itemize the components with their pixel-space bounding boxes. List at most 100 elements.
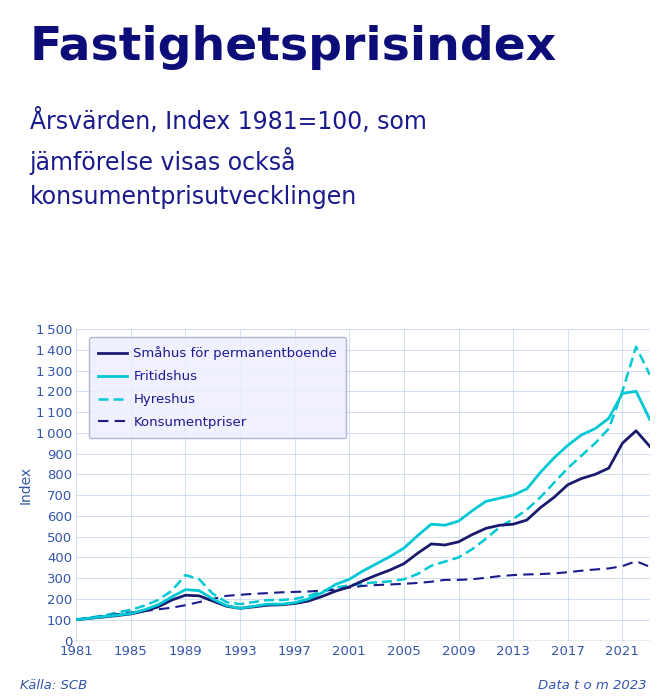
Småhus för permanentboende (632, 426, 640, 435)
Småhus för permanentboende (72, 615, 80, 624)
Småhus för permanentboende (468, 531, 476, 539)
Hyreshus (154, 596, 162, 604)
Hyreshus (577, 452, 585, 460)
Småhus för permanentboende (441, 541, 449, 550)
Småhus för permanentboende (277, 601, 285, 609)
Konsumentpriser (455, 575, 463, 584)
Fritidshus (591, 424, 599, 433)
Fritidshus (373, 559, 381, 568)
Småhus för permanentboende (359, 577, 367, 585)
Fritidshus (619, 389, 627, 398)
Hyreshus (318, 587, 326, 596)
Fritidshus (605, 414, 613, 423)
Fritidshus (182, 585, 190, 594)
Konsumentpriser (564, 568, 572, 576)
Konsumentpriser (427, 578, 435, 586)
Småhus för permanentboende (646, 442, 654, 451)
Småhus för permanentboende (141, 607, 149, 615)
Fritidshus (127, 609, 135, 617)
Konsumentpriser (223, 592, 231, 600)
Småhus för permanentboende (509, 520, 517, 528)
Fritidshus (332, 580, 339, 589)
Småhus för permanentboende (619, 439, 627, 447)
Fritidshus (291, 598, 299, 607)
Konsumentpriser (550, 569, 558, 577)
Konsumentpriser (86, 614, 94, 622)
Hyreshus (414, 570, 422, 578)
Hyreshus (250, 598, 258, 606)
Hyreshus (113, 608, 121, 617)
Hyreshus (209, 589, 217, 598)
Konsumentpriser (277, 588, 285, 596)
Line: Småhus för permanentboende: Småhus för permanentboende (76, 430, 650, 620)
Småhus för permanentboende (577, 475, 585, 483)
Fritidshus (495, 494, 503, 503)
Hyreshus (72, 615, 80, 624)
Konsumentpriser (154, 605, 162, 613)
Fritidshus (113, 611, 121, 620)
Småhus för permanentboende (387, 566, 394, 574)
Konsumentpriser (414, 579, 422, 587)
Småhus för permanentboende (345, 582, 353, 591)
Småhus för permanentboende (495, 521, 503, 529)
Fritidshus (72, 615, 80, 624)
Konsumentpriser (318, 587, 326, 595)
Hyreshus (509, 514, 517, 523)
Konsumentpriser (509, 571, 517, 580)
Hyreshus (127, 606, 135, 614)
Hyreshus (291, 595, 299, 603)
Småhus för permanentboende (127, 610, 135, 618)
Hyreshus (441, 557, 449, 566)
Konsumentpriser (72, 615, 80, 624)
Fritidshus (387, 552, 394, 561)
Fritidshus (632, 387, 640, 395)
Hyreshus (387, 577, 394, 585)
Fritidshus (141, 606, 149, 614)
Småhus för permanentboende (250, 603, 258, 611)
Fritidshus (359, 567, 367, 575)
Småhus för permanentboende (236, 604, 244, 612)
Konsumentpriser (195, 598, 203, 606)
Fritidshus (99, 612, 107, 621)
Fritidshus (427, 520, 435, 528)
Konsumentpriser (577, 566, 585, 575)
Konsumentpriser (373, 581, 381, 589)
Hyreshus (195, 575, 203, 583)
Småhus för permanentboende (291, 599, 299, 608)
Konsumentpriser (236, 591, 244, 599)
Fritidshus (536, 468, 544, 477)
Konsumentpriser (441, 575, 449, 584)
Konsumentpriser (345, 583, 353, 592)
Fritidshus (250, 602, 258, 610)
Fritidshus (263, 600, 271, 608)
Konsumentpriser (605, 564, 613, 573)
Hyreshus (646, 370, 654, 379)
Legend: Småhus för permanentboende, Fritidshus, Hyreshus, Konsumentpriser: Småhus för permanentboende, Fritidshus, … (89, 337, 347, 438)
Småhus för permanentboende (113, 611, 121, 620)
Hyreshus (263, 596, 271, 604)
Line: Fritidshus: Fritidshus (76, 391, 650, 620)
Konsumentpriser (250, 589, 258, 598)
Fritidshus (441, 521, 449, 529)
Småhus för permanentboende (318, 592, 326, 601)
Fritidshus (482, 497, 490, 505)
Text: Årsvärden, Index 1981=100, som
jämförelse visas också
konsumentprisutvecklingen: Årsvärden, Index 1981=100, som jämförels… (30, 108, 427, 209)
Fritidshus (209, 595, 217, 603)
Småhus för permanentboende (99, 612, 107, 621)
Småhus för permanentboende (223, 602, 231, 610)
Hyreshus (619, 387, 627, 395)
Konsumentpriser (332, 585, 339, 594)
Hyreshus (564, 464, 572, 473)
Konsumentpriser (291, 588, 299, 596)
Fritidshus (195, 587, 203, 595)
Hyreshus (495, 523, 503, 531)
Hyreshus (605, 424, 613, 433)
Fritidshus (400, 544, 408, 552)
Hyreshus (332, 583, 339, 592)
Hyreshus (345, 581, 353, 589)
Konsumentpriser (304, 587, 312, 596)
Småhus för permanentboende (605, 464, 613, 473)
Småhus för permanentboende (195, 592, 203, 600)
Konsumentpriser (263, 589, 271, 597)
Text: Källa: SCB: Källa: SCB (20, 678, 87, 692)
